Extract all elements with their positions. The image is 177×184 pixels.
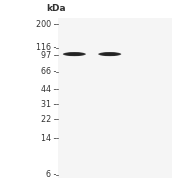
Ellipse shape bbox=[102, 53, 117, 55]
Ellipse shape bbox=[65, 52, 84, 56]
Ellipse shape bbox=[67, 53, 82, 55]
Text: 44 -: 44 - bbox=[41, 85, 57, 94]
Ellipse shape bbox=[63, 52, 86, 56]
Text: kDa: kDa bbox=[46, 4, 65, 13]
Ellipse shape bbox=[98, 52, 121, 56]
Ellipse shape bbox=[100, 52, 119, 56]
Text: 31 -: 31 - bbox=[41, 100, 57, 109]
Text: 22 -: 22 - bbox=[41, 114, 57, 123]
Text: 14 -: 14 - bbox=[41, 134, 57, 143]
Bar bbox=[58, 18, 172, 178]
Text: 97 -: 97 - bbox=[41, 51, 57, 60]
Text: 66 -: 66 - bbox=[41, 67, 57, 76]
Text: 116 -: 116 - bbox=[36, 43, 57, 52]
Text: 200 -: 200 - bbox=[36, 20, 57, 29]
Text: 6 -: 6 - bbox=[46, 170, 57, 179]
